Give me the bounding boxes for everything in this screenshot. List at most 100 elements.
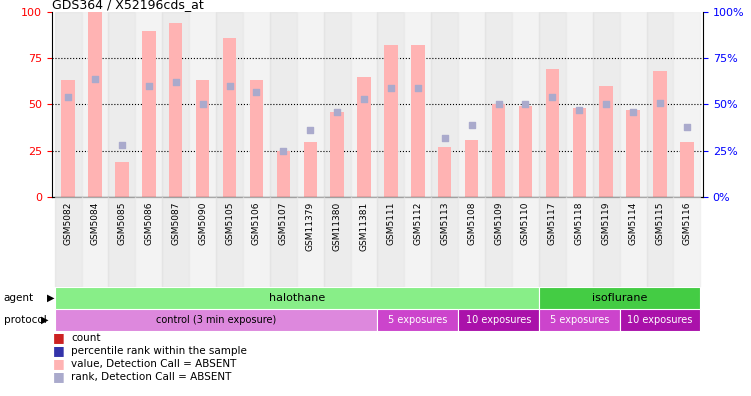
Bar: [196, 80, 210, 197]
Bar: [539, 197, 566, 287]
Text: halothane: halothane: [269, 293, 325, 303]
Bar: [115, 162, 128, 197]
Bar: [135, 12, 162, 197]
Text: agent: agent: [4, 293, 34, 303]
Bar: [431, 12, 458, 197]
Point: [62, 94, 74, 100]
Bar: [492, 105, 505, 197]
Bar: [108, 197, 135, 287]
Point: [573, 107, 585, 113]
Point: [170, 79, 182, 86]
Text: 5 exposures: 5 exposures: [388, 315, 448, 325]
Point: [304, 127, 316, 133]
Bar: [680, 141, 694, 197]
Text: GSM5084: GSM5084: [91, 202, 100, 245]
Text: rank, Detection Call = ABSENT: rank, Detection Call = ABSENT: [71, 372, 232, 382]
Bar: [142, 30, 155, 197]
Bar: [357, 77, 371, 197]
Text: isoflurane: isoflurane: [592, 293, 647, 303]
Text: GSM5106: GSM5106: [252, 202, 261, 245]
Bar: [485, 12, 512, 197]
Bar: [270, 197, 297, 287]
Point: [224, 83, 236, 89]
Text: GSM5087: GSM5087: [171, 202, 180, 245]
Bar: [55, 197, 82, 287]
Bar: [89, 12, 102, 197]
Text: GSM5105: GSM5105: [225, 202, 234, 245]
Bar: [620, 309, 701, 331]
Bar: [404, 197, 431, 287]
Text: ▶: ▶: [41, 315, 49, 325]
Point: [143, 83, 155, 89]
Bar: [539, 287, 701, 309]
Bar: [378, 309, 458, 331]
Text: value, Detection Call = ABSENT: value, Detection Call = ABSENT: [71, 359, 237, 369]
Bar: [270, 12, 297, 197]
Text: GSM5110: GSM5110: [521, 202, 530, 245]
Bar: [653, 71, 667, 197]
Text: GSM5112: GSM5112: [413, 202, 422, 245]
Bar: [404, 12, 431, 197]
Bar: [626, 110, 640, 197]
Bar: [243, 12, 270, 197]
Text: ■: ■: [53, 357, 65, 370]
Text: percentile rank within the sample: percentile rank within the sample: [71, 346, 247, 356]
Point: [197, 101, 209, 108]
Bar: [599, 86, 613, 197]
Point: [331, 109, 343, 115]
Text: GSM5113: GSM5113: [440, 202, 449, 245]
Point: [654, 99, 666, 106]
Point: [412, 85, 424, 91]
Text: ■: ■: [53, 331, 65, 344]
Bar: [458, 12, 485, 197]
Text: GSM5111: GSM5111: [387, 202, 396, 245]
Point: [681, 124, 693, 130]
Text: GDS364 / X52196cds_at: GDS364 / X52196cds_at: [52, 0, 204, 11]
Bar: [82, 197, 108, 287]
Bar: [593, 12, 620, 197]
Bar: [438, 147, 451, 197]
Point: [627, 109, 639, 115]
Point: [89, 75, 101, 82]
Bar: [216, 12, 243, 197]
Bar: [620, 12, 647, 197]
Bar: [324, 197, 351, 287]
Text: ■: ■: [53, 344, 65, 357]
Text: GSM5109: GSM5109: [494, 202, 503, 245]
Bar: [674, 12, 701, 197]
Point: [358, 96, 370, 102]
Bar: [276, 151, 290, 197]
Point: [493, 101, 505, 108]
Text: count: count: [71, 333, 101, 343]
Bar: [162, 197, 189, 287]
Text: GSM5114: GSM5114: [629, 202, 638, 245]
Text: GSM5119: GSM5119: [602, 202, 611, 245]
Text: GSM11380: GSM11380: [333, 202, 342, 251]
Bar: [55, 287, 539, 309]
Bar: [250, 80, 263, 197]
Bar: [135, 197, 162, 287]
Text: GSM5116: GSM5116: [683, 202, 692, 245]
Point: [277, 148, 289, 154]
Bar: [82, 12, 108, 197]
Point: [439, 135, 451, 141]
Point: [520, 101, 532, 108]
Bar: [297, 12, 324, 197]
Text: GSM11381: GSM11381: [360, 202, 369, 251]
Bar: [539, 12, 566, 197]
Point: [466, 122, 478, 128]
Bar: [620, 197, 647, 287]
Bar: [55, 309, 378, 331]
Bar: [189, 197, 216, 287]
Bar: [572, 108, 586, 197]
Bar: [411, 45, 424, 197]
Bar: [223, 38, 237, 197]
Bar: [216, 197, 243, 287]
Bar: [62, 80, 75, 197]
Bar: [674, 197, 701, 287]
Text: GSM5082: GSM5082: [64, 202, 73, 245]
Text: GSM5118: GSM5118: [575, 202, 584, 245]
Text: GSM11379: GSM11379: [306, 202, 315, 251]
Text: GSM5107: GSM5107: [279, 202, 288, 245]
Bar: [243, 197, 270, 287]
